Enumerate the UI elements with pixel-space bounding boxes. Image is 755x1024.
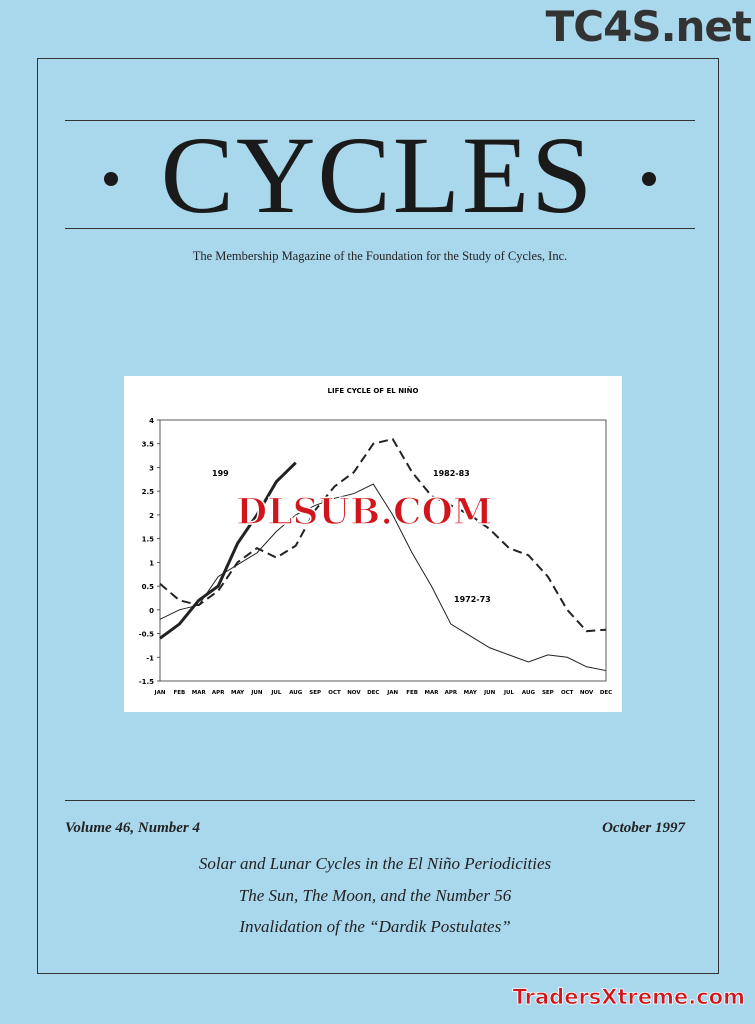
x-tick-label: AUG (522, 690, 536, 696)
divider (65, 120, 695, 121)
masthead-title: CYCLES (160, 114, 595, 236)
article-title: The Sun, The Moon, and the Number 56 (238, 886, 512, 905)
x-tick-label: JUN (483, 690, 496, 696)
series-label-1997: 199 (212, 469, 229, 478)
volume-number: Volume 46, Number 4 (65, 820, 201, 836)
series-line-199 (159, 461, 297, 640)
x-tick-label: NOV (580, 690, 594, 696)
series-line-1982-83 (159, 437, 607, 633)
bullet-dot (104, 172, 118, 186)
y-tick-label: 2.5 (142, 488, 155, 496)
x-tick-label: OCT (328, 690, 341, 696)
x-tick-label: JUL (503, 690, 515, 696)
x-tick-label: AUG (289, 690, 303, 696)
divider (65, 800, 695, 801)
x-tick-label: JAN (154, 690, 166, 696)
x-tick-label: SEP (309, 690, 321, 696)
series-label-1982-83: 1982-83 (433, 469, 470, 478)
x-tick-label: APR (445, 690, 458, 696)
x-tick-label: DEC (600, 690, 612, 696)
chart-title: LIFE CYCLE OF EL NIÑO (328, 386, 419, 395)
y-tick-label: -1.5 (139, 678, 154, 686)
x-tick-label: FEB (406, 690, 418, 696)
y-tick-label: 1.5 (142, 536, 155, 544)
masthead-subtitle: The Membership Magazine of the Foundatio… (192, 249, 568, 263)
article-title: Invalidation of the “Dardik Postulates” (239, 917, 511, 936)
watermark-bottom: TradersXtreme.com (512, 985, 745, 1010)
x-tick-label: OCT (561, 690, 574, 696)
plot-area (159, 419, 607, 682)
article-title: Solar and Lunar Cycles in the El Niño Pe… (198, 854, 552, 873)
x-tick-label: APR (212, 690, 225, 696)
y-tick-label: 1 (149, 559, 154, 567)
x-tick-label: DEC (367, 690, 379, 696)
series-label-1972-73: 1972-73 (454, 595, 491, 604)
x-tick-label: FEB (174, 690, 186, 696)
watermark-top: TC4S.net (545, 2, 752, 51)
el-nino-chart: LIFE CYCLE OF EL NIÑO 4 3.5 3 2.5 2 1.5 1 0.5 0 -… (124, 376, 622, 712)
y-tick-label: 4 (149, 417, 154, 425)
watermark-center: DLSUB.COM (235, 491, 493, 533)
y-tick-label: -0.5 (139, 631, 154, 639)
x-tick-label: MAY (231, 690, 245, 696)
y-tick-label: 2 (149, 512, 154, 520)
x-tick-label: NOV (347, 690, 361, 696)
chart-svg: LIFE CYCLE OF EL NIÑO 4 3.5 3 2.5 2 1.5 1 0.5 0 -… (139, 386, 612, 696)
divider (65, 228, 695, 229)
bullet-dot (642, 172, 656, 186)
x-tick-label: JUN (250, 690, 263, 696)
y-tick-label: 3.5 (142, 441, 155, 449)
x-tick-label: MAR (424, 690, 439, 696)
issue-date: October 1997 (602, 820, 685, 836)
x-tick-label: MAR (192, 690, 207, 696)
x-tick-label: JUL (270, 690, 282, 696)
cover-frame (37, 58, 719, 974)
y-tick-label: 0.5 (142, 583, 155, 591)
y-tick-label: 0 (149, 607, 154, 615)
y-tick-label: 3 (149, 464, 154, 472)
x-tick-label: JAN (386, 690, 398, 696)
x-tick-label: SEP (542, 690, 554, 696)
y-tick-label: -1 (146, 654, 154, 662)
x-tick-label: MAY (464, 690, 478, 696)
